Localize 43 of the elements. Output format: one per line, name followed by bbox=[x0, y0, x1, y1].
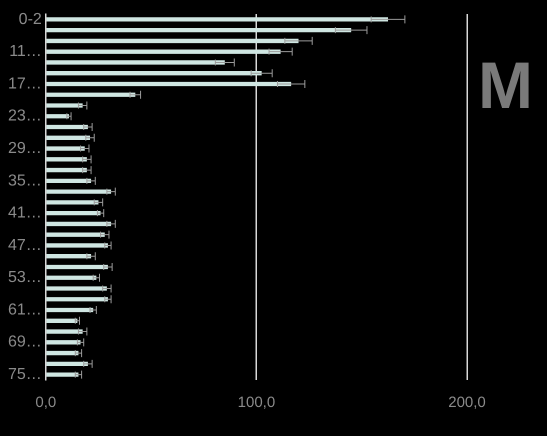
text: M bbox=[478, 48, 533, 122]
bar bbox=[46, 372, 78, 377]
bar bbox=[46, 362, 88, 366]
bar bbox=[46, 82, 292, 86]
bar bbox=[46, 136, 90, 140]
bar bbox=[46, 157, 87, 162]
bar bbox=[46, 28, 352, 32]
y-tick-label: 0-2 bbox=[18, 10, 42, 28]
x-tick-label: 100,0 bbox=[238, 394, 276, 412]
y-tick-label: 75… bbox=[8, 366, 42, 384]
bar bbox=[46, 340, 81, 344]
y-tick-label: 53… bbox=[8, 269, 42, 286]
bar bbox=[46, 114, 69, 118]
bar bbox=[46, 286, 107, 291]
y-tick-label: 61… bbox=[8, 301, 42, 318]
y-tick-label: 29… bbox=[8, 140, 42, 157]
bar bbox=[46, 243, 108, 248]
x-tick-label: 0,0 bbox=[35, 394, 56, 412]
bar bbox=[46, 264, 108, 270]
y-tick-label: 11… bbox=[9, 43, 42, 60]
y-tick-label: 35… bbox=[8, 172, 42, 190]
bar bbox=[46, 60, 225, 65]
bar bbox=[46, 276, 96, 280]
bar bbox=[46, 200, 98, 205]
bar bbox=[46, 189, 112, 194]
bar bbox=[46, 178, 92, 184]
y-tick-label: 41… bbox=[8, 204, 42, 222]
bar bbox=[46, 17, 388, 22]
bar bbox=[46, 297, 108, 302]
bar bbox=[46, 38, 299, 44]
y-tick-label: 23… bbox=[8, 108, 42, 125]
bar bbox=[46, 210, 101, 216]
y-tick-label: 69… bbox=[8, 334, 42, 351]
bar bbox=[46, 318, 78, 323]
bar bbox=[46, 222, 112, 226]
x-tick-label: 200,0 bbox=[448, 394, 486, 412]
y-tick-label: 17… bbox=[8, 75, 42, 92]
bar bbox=[46, 71, 262, 76]
bar bbox=[46, 254, 92, 258]
y-tick-label: 47… bbox=[8, 236, 42, 254]
bar bbox=[46, 232, 105, 237]
bar bbox=[46, 50, 281, 54]
bar bbox=[46, 92, 136, 97]
